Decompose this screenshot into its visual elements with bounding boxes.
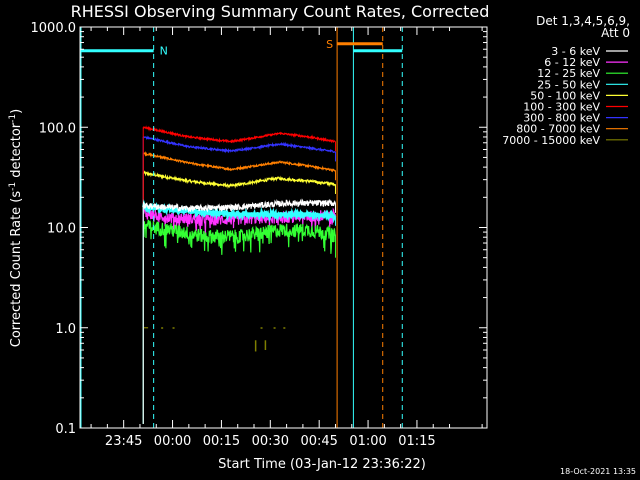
series-line	[142, 135, 336, 154]
x-tick-label: 23:45	[105, 434, 142, 449]
legend-header-1: Det 1,3,4,5,6,9,	[536, 14, 630, 28]
y-tick-label: 1000.0	[31, 21, 77, 36]
x-tick-label: 00:00	[154, 434, 191, 449]
y-axis-label-mid: detector	[9, 122, 24, 182]
series-layer	[142, 125, 337, 424]
legend-label: 300 - 800 keV	[523, 112, 600, 125]
legend-label: 12 - 25 keV	[537, 67, 600, 80]
series-point	[273, 327, 276, 329]
legend-label: 25 - 50 keV	[537, 78, 600, 91]
series-line	[142, 198, 336, 213]
y-tick-label: 100.0	[39, 121, 76, 136]
series-line	[142, 170, 336, 190]
series-line	[142, 199, 337, 224]
y-tick-label: 0.1	[55, 422, 76, 437]
series-line	[142, 219, 336, 255]
y-axis-label-sup1: -1	[8, 182, 18, 191]
series-line	[143, 150, 336, 173]
legend-label: 3 - 6 keV	[551, 45, 600, 58]
annotation-layer: NS	[80, 27, 403, 428]
y-axis-label-end: )	[9, 109, 24, 114]
timestamp: 18-Oct-2021 13:35	[560, 467, 636, 476]
series-point	[260, 327, 263, 329]
y-tick-label: 10.0	[47, 222, 76, 237]
y-axis-label-main: Corrected Count Rate (s	[9, 191, 24, 348]
x-axis-label: Start Time (03-Jan-12 23:36:22)	[218, 457, 426, 472]
legend-label: 100 - 300 keV	[523, 101, 600, 114]
x-tick-label: 00:45	[300, 434, 337, 449]
x-tick-label: 00:15	[203, 434, 240, 449]
night-label: N	[160, 45, 168, 58]
saa-label: S	[326, 38, 333, 51]
y-tick-label: 1.0	[55, 322, 76, 337]
axis-layer: 23:45 00:00 00:15 00:30 00:45 01:00 01:15 0.1 1.…	[31, 21, 487, 449]
x-tick-label: 00:30	[252, 434, 289, 449]
legend-label: 7000 - 15000 keV	[502, 134, 600, 147]
legend-header-2: Att 0	[601, 26, 630, 40]
series-point	[172, 327, 175, 329]
series-point	[283, 327, 286, 329]
legend-label: 6 - 12 keV	[544, 56, 600, 69]
legend-label: 800 - 7000 keV	[516, 123, 600, 136]
y-axis-label: Corrected Count Rate (s-1 detector-1)	[8, 109, 24, 347]
x-tick-label: 01:00	[349, 434, 386, 449]
y-axis-label-sup2: -1	[8, 114, 18, 123]
chart-title: RHESSI Observing Summary Count Rates, Co…	[71, 2, 490, 21]
series-line	[142, 125, 336, 144]
legend-label: 50 - 100 keV	[530, 89, 600, 102]
x-tick-label: 01:15	[398, 434, 435, 449]
series-point	[161, 327, 164, 329]
